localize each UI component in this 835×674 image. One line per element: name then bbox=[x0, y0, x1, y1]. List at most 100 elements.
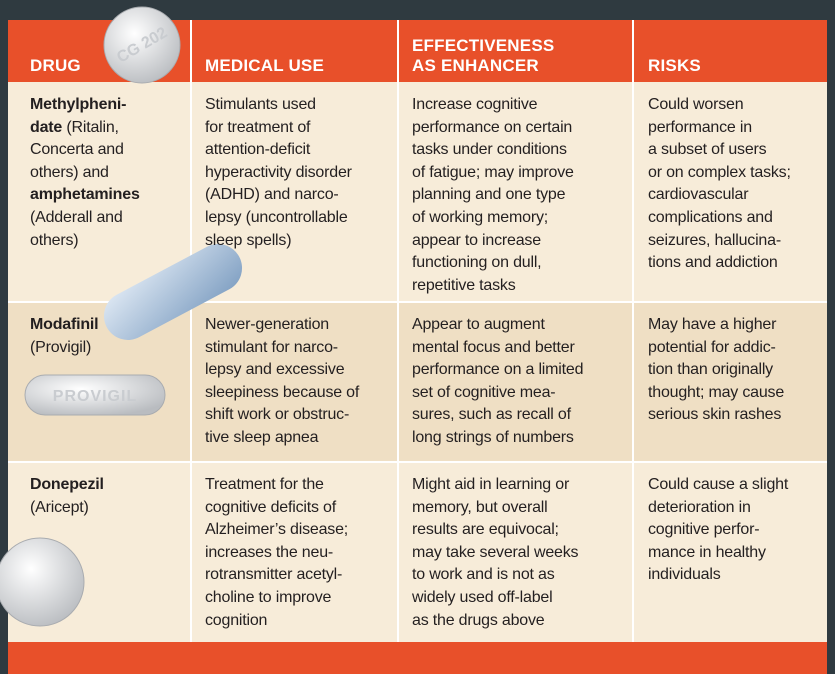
cell-line: long strings of numbers bbox=[412, 428, 574, 446]
cell-line: attention-deficit bbox=[205, 141, 311, 159]
cell-line: performance on a limited bbox=[412, 361, 584, 379]
cell-line: Might aid in learning or bbox=[412, 476, 570, 493]
cell-line: for treatment of bbox=[205, 118, 311, 136]
cell-line: cognitive deficits of bbox=[205, 498, 336, 516]
cell-line: tasks under conditions bbox=[412, 141, 567, 159]
cell-line: Stimulants used bbox=[205, 96, 316, 113]
cell-line: results are equivocal; bbox=[412, 521, 559, 539]
cell-text: others) bbox=[30, 231, 79, 249]
table-cell: Appear to augment mental focus and better… bbox=[412, 314, 583, 450]
footer-band bbox=[8, 642, 827, 674]
table-cell: Might aid in learning or memory, but over… bbox=[412, 474, 579, 632]
pill-label: PROVIGIL bbox=[53, 388, 137, 405]
cell-line: performance on certain bbox=[412, 118, 573, 136]
cell-line: May have a higher bbox=[648, 316, 777, 333]
table-cell: Could cause a slight deterioration in cogn… bbox=[648, 474, 788, 587]
pill-image bbox=[24, 374, 166, 416]
cell-line: potential for addic- bbox=[648, 338, 776, 356]
cell-text: Methylpheni- bbox=[30, 96, 127, 113]
cell-line: increases the neu- bbox=[205, 543, 334, 561]
cell-line: individuals bbox=[648, 566, 721, 584]
row-band bbox=[8, 82, 827, 302]
header-line: EFFECTIVENESS bbox=[412, 36, 555, 55]
header-line: MEDICAL USE bbox=[205, 56, 325, 75]
cell-line: Alzheimer’s disease; bbox=[205, 521, 349, 539]
cell-line: date (Ritalin, bbox=[30, 117, 140, 140]
cell-line: Appear to augment bbox=[412, 316, 545, 333]
header-line: RISKS bbox=[648, 56, 701, 75]
cell-line: mental focus and better bbox=[412, 338, 575, 356]
cell-line: complications and bbox=[648, 208, 773, 226]
cell-line: Increase cognitive bbox=[412, 96, 538, 113]
pill-image bbox=[0, 537, 85, 627]
cell-line: (Adderall and bbox=[30, 207, 140, 230]
cell-line: to work and is not as bbox=[412, 566, 555, 584]
cell-text: (Provigil) bbox=[30, 338, 92, 356]
cell-line: a subset of users bbox=[648, 141, 767, 159]
cell-line: set of cognitive mea- bbox=[412, 383, 556, 401]
table-cell: May have a higher potential for addic-tio… bbox=[648, 314, 784, 427]
cell-line: amphetamines bbox=[30, 184, 140, 207]
cell-line: sleepiness because of bbox=[205, 383, 360, 401]
cell-line: shift work or obstruc- bbox=[205, 406, 350, 424]
cell-line: lepsy (uncontrollable bbox=[205, 208, 348, 226]
table-cell: Newer-generation stimulant for narco-leps… bbox=[205, 314, 359, 450]
cell-line: Newer-generation bbox=[205, 316, 329, 333]
cell-line: functioning on dull, bbox=[412, 254, 542, 272]
cell-line: Treatment for the bbox=[205, 476, 324, 493]
column-header: EFFECTIVENESS AS ENHANCER bbox=[412, 36, 554, 76]
cell-line: (ADHD) and narco- bbox=[205, 186, 339, 204]
cell-line: sures, such as recall of bbox=[412, 406, 571, 424]
row-separator bbox=[8, 461, 827, 463]
cell-line: tion than originally bbox=[648, 361, 773, 379]
cell-line: mance in healthy bbox=[648, 543, 766, 561]
cell-line: seizures, hallucina- bbox=[648, 231, 781, 249]
table-cell: Stimulants used for treatment of attention… bbox=[205, 94, 352, 252]
table-cell: Modafinil (Provigil) bbox=[30, 314, 99, 360]
cell-line: Concerta and bbox=[30, 139, 140, 162]
cell-line: cognitive perfor- bbox=[648, 521, 760, 539]
cell-line: stimulant for narco- bbox=[205, 338, 338, 356]
cell-line: deterioration in bbox=[648, 498, 751, 516]
column-header: MEDICAL USE bbox=[205, 56, 324, 76]
pill-image bbox=[103, 6, 181, 84]
row-band bbox=[8, 462, 827, 642]
cell-line: others) bbox=[30, 230, 140, 253]
column-header: DRUG bbox=[30, 56, 81, 76]
cell-line: Could worsen bbox=[648, 96, 744, 113]
column-separator bbox=[190, 20, 192, 642]
row-separator bbox=[8, 301, 827, 303]
cell-text: Modafinil bbox=[30, 316, 99, 333]
cell-line: widely used off-label bbox=[412, 588, 553, 606]
cell-line: hyperactivity disorder bbox=[205, 163, 352, 181]
column-header: RISKS bbox=[648, 56, 701, 76]
cell-line: planning and one type bbox=[412, 186, 566, 204]
cell-line: lepsy and excessive bbox=[205, 361, 345, 379]
title-band bbox=[0, 0, 835, 20]
cell-line: of working memory; bbox=[412, 208, 548, 226]
column-separator bbox=[397, 20, 399, 642]
column-separator bbox=[632, 20, 634, 642]
header-line: AS ENHANCER bbox=[412, 56, 539, 75]
cell-line: thought; may cause bbox=[648, 383, 785, 401]
cell-text: date bbox=[30, 118, 63, 136]
cell-line: (Provigil) bbox=[30, 337, 98, 360]
cell-line: appear to increase bbox=[412, 231, 541, 249]
cell-line: Methylpheni- bbox=[30, 94, 140, 117]
cell-line: cardiovascular bbox=[648, 186, 749, 204]
cell-line: tive sleep apnea bbox=[205, 428, 319, 446]
cell-line: Could cause a slight bbox=[648, 476, 789, 493]
cell-line: may take several weeks bbox=[412, 543, 579, 561]
cell-line: Donepezil bbox=[30, 474, 104, 497]
cell-line: as the drugs above bbox=[412, 611, 545, 629]
cell-line: Modafinil bbox=[30, 314, 99, 337]
cell-line: performance in bbox=[648, 118, 752, 136]
cell-line: serious skin rashes bbox=[648, 406, 782, 424]
cell-line: memory, but overall bbox=[412, 498, 548, 516]
cell-line: sleep spells) bbox=[205, 231, 292, 249]
cell-line: cognition bbox=[205, 611, 268, 629]
table-cell: Donepezil (Aricept) bbox=[30, 474, 104, 519]
cell-line: of fatigue; may improve bbox=[412, 163, 574, 181]
cell-line: tions and addiction bbox=[648, 254, 778, 272]
